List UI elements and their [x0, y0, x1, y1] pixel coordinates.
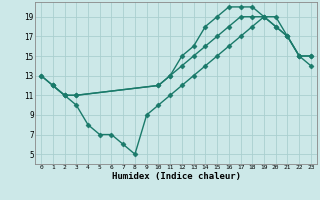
X-axis label: Humidex (Indice chaleur): Humidex (Indice chaleur) — [111, 172, 241, 181]
